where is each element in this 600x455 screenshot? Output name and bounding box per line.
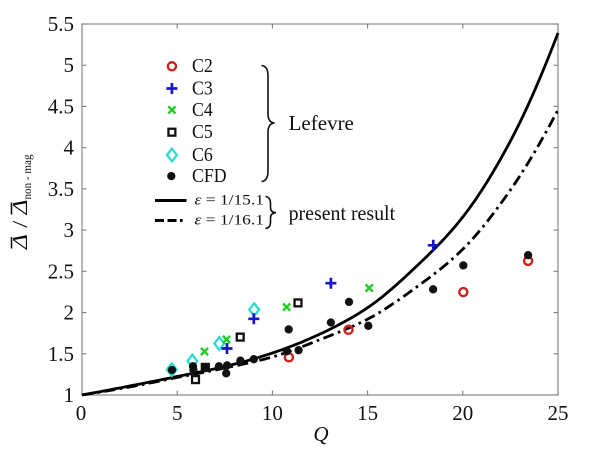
svg-text:1: 1 <box>64 383 75 407</box>
svg-text:0: 0 <box>76 401 87 425</box>
svg-text:3.5: 3.5 <box>48 177 74 201</box>
svg-text:4: 4 <box>64 136 75 160</box>
svg-text:3: 3 <box>64 218 75 242</box>
svg-text:2.5: 2.5 <box>48 259 74 283</box>
svg-text:25: 25 <box>548 401 569 425</box>
svg-text:C5: C5 <box>192 121 213 143</box>
svg-text:C3: C3 <box>192 77 213 99</box>
svg-text:C4: C4 <box>192 99 213 121</box>
svg-text:5: 5 <box>172 401 183 425</box>
svg-text:1.5: 1.5 <box>48 342 74 366</box>
svg-text:5: 5 <box>64 53 75 77</box>
svg-text:Q: Q <box>313 422 328 446</box>
svg-text:C6: C6 <box>192 144 213 166</box>
svg-text:10: 10 <box>262 401 283 425</box>
svg-text:C2: C2 <box>192 55 213 77</box>
svg-text:CFD: CFD <box>192 165 227 187</box>
svg-text:Lefevre: Lefevre <box>289 111 354 135</box>
svg-text:20: 20 <box>452 401 473 425</box>
svg-text:ε = 1/15.1: ε = 1/15.1 <box>195 193 265 209</box>
svg-text:5.5: 5.5 <box>48 12 74 36</box>
svg-text:15: 15 <box>357 401 378 425</box>
svg-text:present result: present result <box>289 201 396 225</box>
svg-text:4.5: 4.5 <box>48 94 74 118</box>
svg-text:ε = 1/16.1: ε = 1/16.1 <box>195 213 265 229</box>
svg-text:2: 2 <box>64 301 75 325</box>
